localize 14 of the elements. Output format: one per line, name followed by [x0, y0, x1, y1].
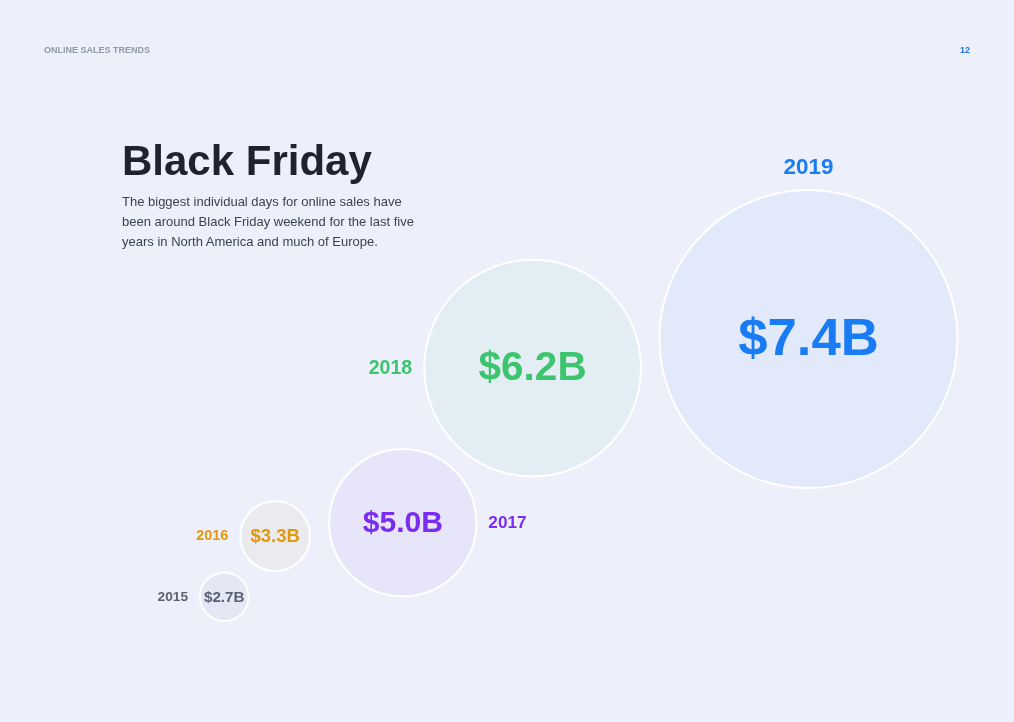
data-label: $5.0B [362, 504, 443, 538]
category-label: 2016 [196, 527, 229, 544]
category-label: 2019 [783, 153, 834, 179]
data-label: $7.4B [738, 307, 879, 367]
data-label: $3.3B [250, 525, 300, 547]
data-label: $6.2B [478, 343, 587, 390]
category-label: 2017 [488, 511, 527, 532]
text: Black Friday [122, 137, 373, 184]
text: ONLINE SALES TRENDS [44, 45, 151, 55]
data-label: $2.7B [203, 587, 245, 605]
category-label: 2015 [157, 588, 189, 604]
text: The biggest individual days for online sales have been around Black Friday weekend for the last five years in North America and much of Europe. [122, 194, 414, 249]
category-label: 2018 [368, 356, 413, 379]
text: 12 [959, 45, 970, 55]
